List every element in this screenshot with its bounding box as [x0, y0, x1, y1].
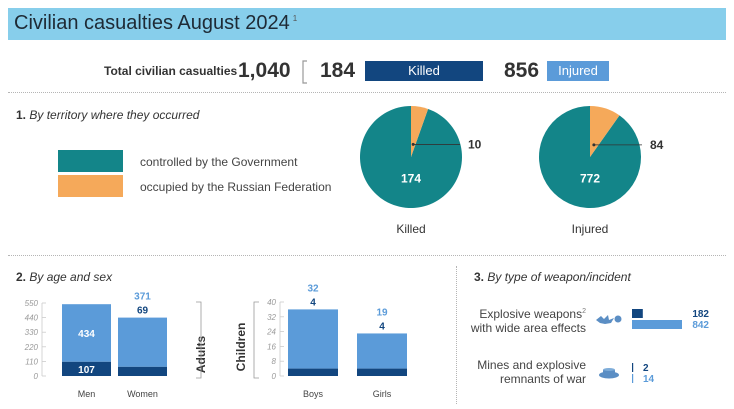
section2-title: 2. By age and sex — [16, 270, 113, 284]
injured-total-value: 856 — [504, 59, 540, 82]
adults-ytick-5: 550 — [25, 299, 39, 308]
landmine-icon — [599, 368, 619, 379]
adults-bar-injured-1 — [118, 317, 167, 367]
title-footnote: 1 — [292, 14, 298, 24]
children-ytick-5: 40 — [267, 298, 276, 307]
children-label-killed-0: 4 — [310, 297, 316, 308]
weapons-label-killed-1: 2 — [643, 363, 649, 374]
weapon-label-ewwae: Explosive weapons2 with wide area effects — [470, 307, 586, 335]
bracket-icon — [302, 60, 307, 84]
total-casualties-value: 1,040 — [238, 59, 291, 82]
weapons-bar-injured-1 — [632, 374, 634, 383]
adults-ytick-0: 0 — [34, 372, 39, 381]
children-side-label: Children — [234, 323, 248, 372]
adults-label-injured-0: 434 — [78, 329, 95, 340]
divider-2 — [8, 255, 726, 256]
children-bar-injured-0 — [288, 309, 338, 369]
explosive-weapon-icon — [596, 315, 622, 324]
adults-ytick-2: 220 — [24, 343, 39, 352]
pie-killed-slice-government — [359, 106, 462, 208]
total-casualties-label: Total civilian casualties — [104, 64, 238, 78]
weapon-label-mines: Mines and explosive remnants of war — [477, 358, 586, 386]
weapons-bar-killed-1 — [632, 363, 634, 372]
children-label-injured-1: 19 — [376, 307, 388, 318]
pie-injured-slice-government — [539, 106, 642, 208]
adults-bar-killed-0 — [62, 361, 111, 376]
pie-killed-label-occupied: 10 — [468, 137, 482, 151]
adults-ytick-3: 330 — [25, 328, 39, 337]
killed-legend-box: Killed — [365, 61, 483, 81]
killed-total-value: 184 — [320, 59, 356, 82]
divider-vertical — [456, 266, 457, 404]
legend-label-government: controlled by the Government — [140, 155, 298, 169]
adults-bracket — [196, 301, 202, 379]
adults-label-killed-0: 107 — [78, 365, 95, 376]
pie-injured-label-government: 772 — [580, 172, 600, 186]
adults-label-injured-1: 371 — [134, 292, 151, 303]
weapons-label-injured-1: 14 — [643, 374, 655, 385]
pie-killed-label-government: 174 — [401, 172, 421, 186]
weapon-footnote: 2 — [582, 308, 586, 315]
children-bar-killed-1 — [357, 368, 407, 376]
children-label-killed-1: 4 — [379, 321, 385, 332]
pie-injured-label-occupied: 84 — [650, 138, 664, 152]
pie-injured-title: Injured — [572, 222, 609, 236]
title-bar: Civilian casualties August 2024 1 — [8, 8, 726, 40]
injured-legend-box: Injured — [547, 61, 609, 81]
weapons-label-injured-0: 842 — [692, 320, 709, 331]
weapons-bar-killed-0 — [632, 309, 643, 318]
weapons-bar-injured-0 — [632, 320, 682, 329]
page-title: Civilian casualties August 2024 1 — [14, 12, 298, 34]
children-ytick-2: 16 — [267, 342, 276, 351]
adults-bar-killed-1 — [118, 366, 167, 376]
children-label-injured-0: 32 — [307, 283, 319, 294]
children-ytick-4: 32 — [267, 313, 276, 322]
adults-bar-injured-0 — [62, 304, 111, 362]
divider-1 — [8, 92, 726, 93]
adults-ytick-1: 110 — [25, 357, 38, 366]
adults-ytick-4: 440 — [25, 314, 39, 323]
legend-swatch-occupied — [58, 175, 123, 197]
pie-killed-title: Killed — [396, 222, 425, 236]
section1-title: 1. By territory where they occurred — [16, 108, 200, 122]
children-bracket — [253, 301, 259, 379]
section3-title: 3. By type of weapon/incident — [474, 270, 631, 284]
weapons-label-killed-0: 182 — [692, 309, 709, 320]
children-ytick-3: 24 — [266, 328, 276, 337]
legend-swatch-government — [58, 150, 123, 172]
children-bar-injured-1 — [357, 333, 407, 369]
children-category-0: Boys — [303, 389, 324, 399]
pie-injured-slice-occupied — [590, 106, 620, 157]
children-ytick-0: 0 — [272, 372, 277, 381]
children-category-1: Girls — [373, 389, 392, 399]
legend-label-occupied: occupied by the Russian Federation — [140, 180, 332, 194]
adults-label-killed-1: 69 — [137, 306, 149, 317]
children-ytick-1: 8 — [272, 357, 277, 366]
children-bar-killed-0 — [288, 368, 338, 376]
adults-category-1: Women — [127, 389, 158, 399]
adults-category-0: Men — [78, 389, 96, 399]
